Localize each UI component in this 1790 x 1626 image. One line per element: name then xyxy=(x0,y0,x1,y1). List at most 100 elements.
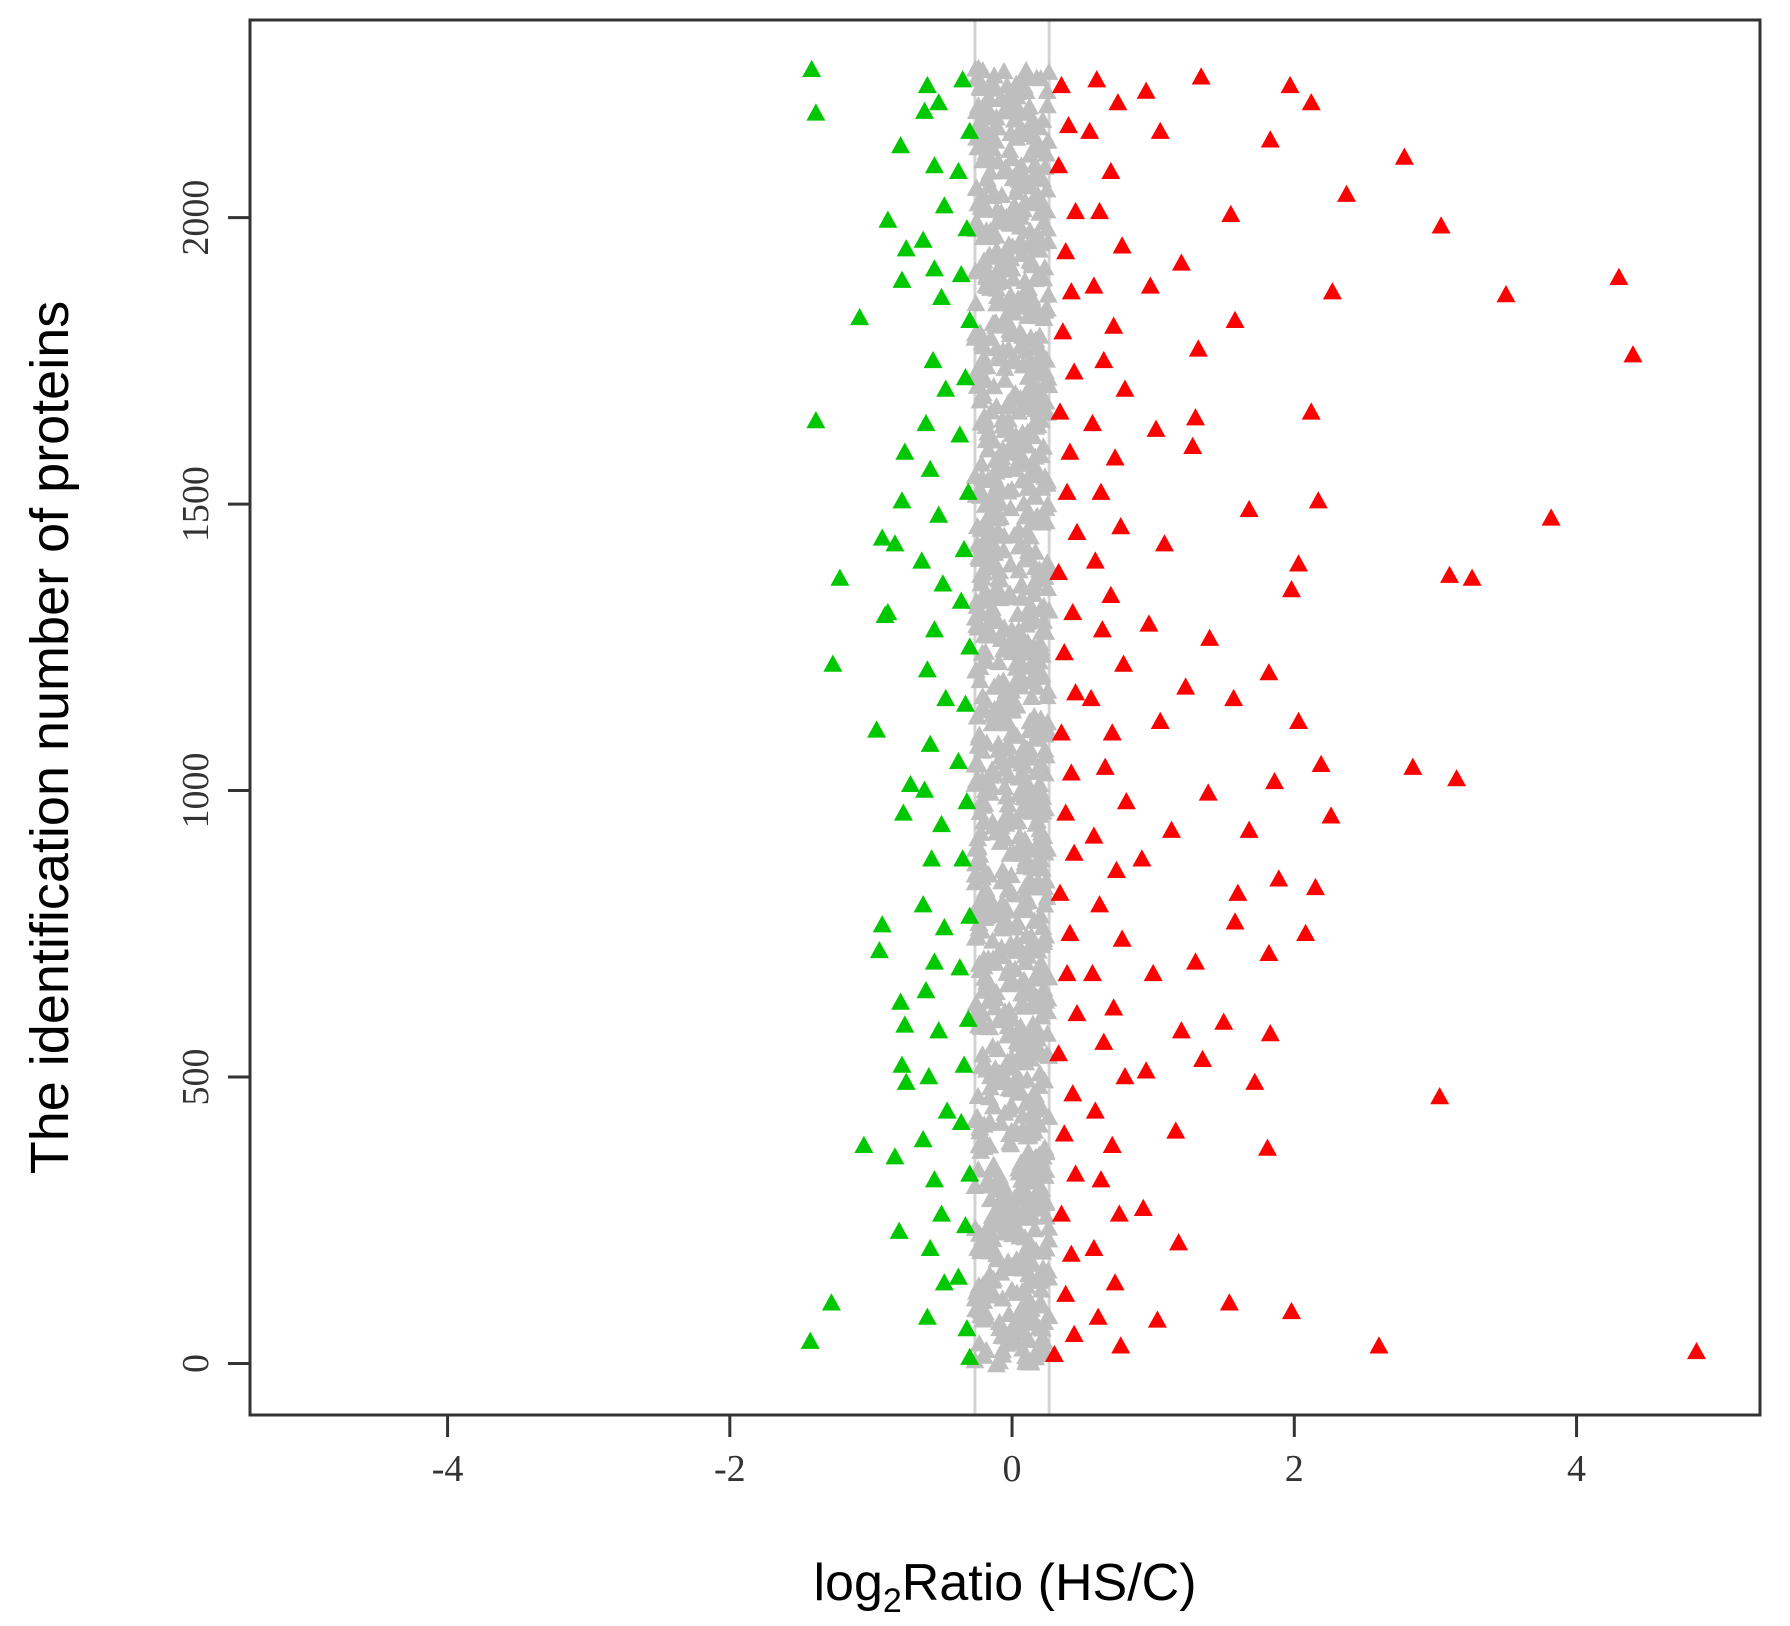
up-point xyxy=(1132,849,1152,867)
unchanged-point xyxy=(1030,326,1050,344)
up-point xyxy=(1049,1044,1069,1062)
up-point xyxy=(1050,883,1070,901)
unchanged-point xyxy=(1008,811,1028,830)
down-point xyxy=(950,958,970,976)
up-point xyxy=(1109,1204,1129,1222)
unchanged-point xyxy=(1031,1280,1051,1298)
unchanged-point xyxy=(969,755,989,773)
up-point xyxy=(1102,723,1122,741)
y-tick-label: 1500 xyxy=(175,466,217,542)
unchanged-point xyxy=(981,328,1001,346)
up-point xyxy=(1301,402,1321,420)
up-point xyxy=(1188,339,1208,357)
up-point xyxy=(1265,771,1285,790)
up-point xyxy=(1085,551,1105,569)
down-point xyxy=(953,849,973,867)
unchanged-point xyxy=(1028,509,1048,528)
up-point xyxy=(1259,663,1279,681)
up-point xyxy=(1280,75,1300,94)
up-point xyxy=(1056,242,1076,260)
up-point xyxy=(1067,1003,1087,1022)
up-point xyxy=(1067,522,1087,540)
x-tick-label: 4 xyxy=(1567,1448,1586,1490)
unchanged-point xyxy=(1021,926,1041,945)
unchanged-point xyxy=(1019,283,1039,301)
unchanged-point xyxy=(1028,226,1048,244)
y-tick-label: 0 xyxy=(175,1354,217,1373)
unchanged-point xyxy=(1034,212,1054,231)
up-point xyxy=(1609,267,1629,286)
down-point xyxy=(915,780,935,798)
down-point xyxy=(924,156,944,174)
down-point xyxy=(916,981,936,999)
down-point xyxy=(891,992,911,1010)
up-point xyxy=(1082,963,1102,982)
up-point xyxy=(1214,1012,1234,1030)
unchanged-point xyxy=(987,338,1007,357)
unchanged-point xyxy=(1002,723,1022,741)
down-point xyxy=(913,230,933,248)
unchanged-point xyxy=(1019,600,1039,618)
unchanged-point xyxy=(1038,285,1058,303)
up-point xyxy=(1108,93,1128,111)
up-point xyxy=(1064,1324,1084,1342)
up-point xyxy=(1183,436,1203,455)
up-point xyxy=(1259,943,1279,962)
x-tick-label: 0 xyxy=(1003,1448,1022,1490)
up-point xyxy=(1496,284,1516,303)
down-point xyxy=(953,70,973,88)
unchanged-point xyxy=(994,640,1014,658)
unchanged-point xyxy=(1009,402,1029,420)
up-point xyxy=(1104,316,1124,334)
unchanged-point xyxy=(1009,784,1029,802)
up-point xyxy=(1447,769,1467,787)
down-point xyxy=(950,425,970,443)
unchanged-point xyxy=(979,1088,999,1106)
unchanged-point xyxy=(983,186,1003,205)
unchanged-point xyxy=(1031,906,1051,924)
unchanged-point xyxy=(985,764,1005,783)
unchanged-point xyxy=(1016,1053,1036,1071)
down-point xyxy=(937,1101,957,1119)
unchanged-point xyxy=(1008,652,1028,670)
unchanged-point xyxy=(1002,1121,1022,1140)
up-point xyxy=(1044,1344,1064,1363)
up-point xyxy=(1064,843,1084,861)
up-point xyxy=(1623,345,1643,363)
unchanged-point xyxy=(980,1265,1000,1283)
unchanged-point xyxy=(1001,285,1021,304)
down-point xyxy=(924,620,944,638)
down-point xyxy=(951,591,971,609)
unchanged-point xyxy=(994,61,1014,80)
unchanged-point xyxy=(1038,131,1058,149)
up-point xyxy=(1143,963,1163,982)
down-point xyxy=(917,660,937,678)
unchanged-point xyxy=(1025,1220,1045,1238)
unchanged-point xyxy=(1035,467,1055,485)
unchanged-point xyxy=(1039,1306,1059,1325)
unchanged-point xyxy=(972,868,992,886)
down-point xyxy=(931,287,951,306)
unchanged-point xyxy=(1032,859,1052,877)
down-point xyxy=(917,75,937,94)
y-axis-title: The identification number of proteins xyxy=(20,301,80,1175)
unchanged-point xyxy=(965,1176,985,1195)
up-point xyxy=(1140,276,1160,294)
unchanged-point xyxy=(1031,953,1051,971)
unchanged-point xyxy=(1020,352,1040,370)
down-point xyxy=(933,574,953,592)
unchanged-point xyxy=(1031,667,1051,685)
down-point xyxy=(960,121,980,139)
down-point xyxy=(896,239,916,257)
up-point xyxy=(1116,792,1136,810)
down-point xyxy=(913,1130,933,1148)
unchanged-point xyxy=(998,804,1018,822)
up-point xyxy=(1289,554,1309,572)
unchanged-point xyxy=(995,370,1015,388)
unchanged-point xyxy=(981,221,1001,239)
up-point xyxy=(1101,585,1121,603)
unchanged-point xyxy=(977,585,997,603)
up-point xyxy=(1094,350,1114,369)
unchanged-point xyxy=(987,1244,1007,1263)
